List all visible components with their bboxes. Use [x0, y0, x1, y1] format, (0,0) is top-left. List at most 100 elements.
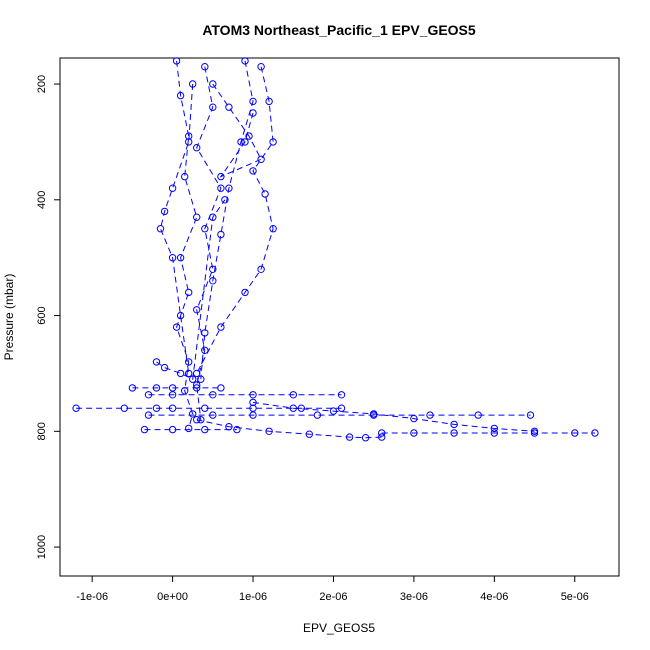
- series-6: [144, 391, 346, 399]
- x-tick-label: 1e-06: [239, 591, 267, 603]
- data-point: [217, 184, 225, 192]
- series-14: [152, 196, 229, 383]
- data-point: [265, 97, 273, 106]
- data-point: [189, 80, 197, 88]
- data-point: [249, 411, 257, 419]
- data-point: [72, 404, 80, 412]
- data-point: [474, 411, 482, 419]
- data-point: [185, 288, 193, 297]
- data-point: [160, 363, 169, 372]
- x-tick-label: -1e-06: [76, 591, 108, 603]
- data-point: [209, 265, 217, 273]
- data-point: [176, 369, 185, 378]
- data-point: [193, 416, 201, 424]
- y-tick-label: 1000: [36, 535, 48, 559]
- data-point: [201, 62, 209, 71]
- data-points: [72, 57, 599, 442]
- data-point: [345, 433, 354, 441]
- data-point: [249, 398, 257, 407]
- data-point: [201, 404, 209, 412]
- data-point: [209, 391, 217, 399]
- series-line: [196, 419, 382, 439]
- data-point: [156, 225, 165, 233]
- data-point: [140, 425, 149, 434]
- data-point: [144, 411, 153, 419]
- data-point: [410, 429, 418, 437]
- data-point: [329, 407, 338, 415]
- data-point: [128, 384, 137, 392]
- data-point: [225, 423, 233, 431]
- data-point: [217, 172, 225, 181]
- x-axis-label: EPV_GEOS5: [303, 621, 375, 635]
- series-line: [159, 83, 194, 374]
- data-point: [181, 172, 189, 181]
- series-line: [200, 60, 254, 380]
- y-tick-label: 400: [36, 191, 48, 209]
- y-tick-label: 200: [36, 75, 48, 93]
- data-point: [209, 411, 217, 419]
- data-point: [450, 420, 458, 429]
- data-point: [193, 306, 201, 314]
- data-point: [257, 155, 265, 164]
- data-point: [221, 196, 229, 204]
- data-point: [185, 358, 193, 366]
- data-point: [144, 391, 153, 399]
- data-point: [378, 433, 386, 441]
- data-point: [257, 265, 265, 273]
- data-point: [193, 369, 201, 378]
- data-point: [571, 429, 579, 437]
- data-point: [426, 411, 434, 419]
- data-point: [591, 429, 599, 437]
- series-12: [249, 398, 539, 435]
- series-line: [252, 401, 535, 432]
- data-point: [152, 384, 161, 392]
- data-point: [160, 207, 169, 216]
- data-point: [261, 190, 269, 198]
- data-point: [269, 138, 277, 146]
- series-5: [72, 404, 346, 412]
- chart-title: ATOM3 Northeast_Pacific_1 EPV_GEOS5: [202, 22, 476, 38]
- data-point: [201, 225, 209, 233]
- data-point: [168, 404, 177, 412]
- data-point: [168, 254, 177, 262]
- plot-box: [59, 57, 620, 577]
- data-point: [289, 404, 297, 412]
- data-point: [241, 288, 249, 297]
- series-4: [156, 80, 197, 378]
- data-point: [490, 424, 498, 433]
- data-point: [249, 97, 257, 106]
- series-line: [156, 199, 226, 380]
- data-point: [185, 424, 193, 433]
- data-point: [249, 109, 257, 117]
- series-3: [193, 62, 277, 378]
- series-line: [212, 83, 262, 178]
- series-11: [378, 429, 599, 437]
- data-point: [201, 329, 209, 337]
- series-9: [140, 425, 241, 434]
- data-point: [189, 410, 197, 418]
- y-axis: 200 400 600 800 1000: [36, 75, 60, 559]
- data-point: [490, 429, 498, 437]
- data-point: [120, 404, 129, 412]
- data-point: [193, 384, 201, 392]
- data-point: [168, 384, 177, 392]
- x-axis: -1e-06 0e+00 1e-06 2e-06 3e-06 4e-06 5e-06: [76, 576, 589, 603]
- data-point: [152, 358, 161, 366]
- data-point: [201, 346, 209, 354]
- data-point: [337, 404, 346, 412]
- data-point: [168, 425, 177, 434]
- data-point: [530, 427, 539, 435]
- data-point: [249, 167, 257, 175]
- data-point: [176, 91, 185, 100]
- x-tick-label: 2e-06: [319, 591, 347, 603]
- data-point: [225, 103, 233, 111]
- data-point: [197, 375, 205, 383]
- data-point: [201, 425, 209, 434]
- series-0: [172, 57, 201, 433]
- data-point: [176, 254, 185, 262]
- series-2: [197, 57, 257, 383]
- data-point: [378, 429, 386, 437]
- data-point: [209, 213, 217, 221]
- data-point: [249, 391, 257, 399]
